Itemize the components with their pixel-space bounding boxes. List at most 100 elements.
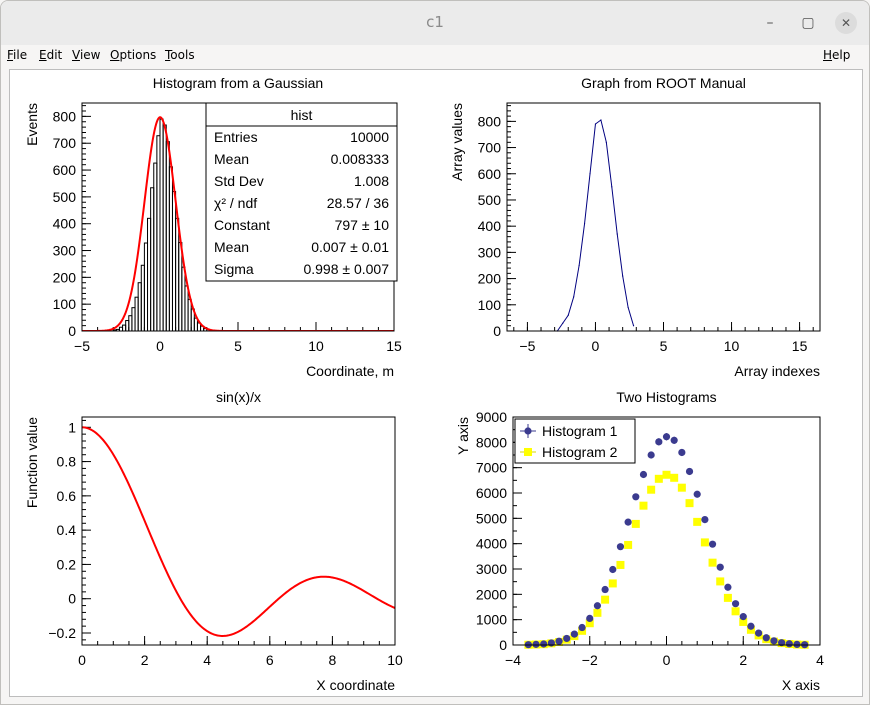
graph-point	[616, 233, 618, 235]
legend-label-1: Histogram 1	[542, 423, 618, 439]
y-tick-label: 600	[478, 166, 502, 182]
y-tick-label: 0.2	[57, 556, 77, 572]
histogram-2-marker	[731, 607, 740, 616]
stats-label: Std Dev	[214, 173, 264, 189]
x-tick-label: −4	[505, 652, 521, 668]
histogram-1-marker	[563, 634, 571, 643]
stats-name: hist	[291, 107, 313, 123]
y-axis-label: Array values	[449, 103, 465, 181]
y-tick-label: 8000	[476, 434, 507, 450]
x-axis-label: X coordinate	[316, 677, 395, 693]
histogram-1-marker	[785, 640, 793, 648]
graph-point	[562, 322, 564, 324]
histogram-2-marker	[685, 499, 694, 508]
histogram-1-marker	[708, 540, 717, 548]
x-tick-label: 10	[724, 338, 740, 354]
histogram-2-marker	[608, 579, 617, 588]
graph-point	[594, 123, 597, 125]
menu-help[interactable]: Help	[823, 48, 851, 62]
histogram-1-marker	[693, 490, 701, 498]
graph-point	[632, 325, 635, 327]
x-tick-label: 15	[386, 338, 402, 354]
x-tick-label: 2	[739, 652, 747, 668]
graph-point	[583, 222, 586, 225]
y-tick-label: 2000	[476, 586, 507, 602]
histogram-2-marker	[677, 483, 686, 492]
histogram-1-marker	[639, 470, 648, 479]
x-tick-label: −2	[582, 652, 598, 668]
y-tick-label: 4000	[476, 536, 507, 552]
y-tick-label: 0.8	[57, 454, 77, 470]
chart-3: Two Histograms −4 −2 0 2 4 0 1000 2000 3000 4000 50…	[455, 389, 824, 693]
x-axis-label: Coordinate, m	[306, 363, 394, 379]
histogram-2-marker	[593, 608, 602, 617]
histogram-1-marker	[540, 640, 548, 648]
histogram-2-marker	[693, 517, 702, 526]
stats-box: hist Entries 10000 Mean 0.008333 Std Dev 1.008…	[205, 102, 398, 282]
stats-label: χ² / ndf	[214, 195, 257, 211]
legend-marker-1	[524, 427, 532, 435]
close-icon[interactable]: ✕	[835, 12, 857, 34]
maximize-icon[interactable]: ▢	[801, 15, 815, 31]
histogram-1-marker	[747, 622, 755, 630]
y-tick-label: 400	[478, 218, 502, 234]
graph-point	[600, 119, 602, 121]
histogram-2-marker	[662, 470, 671, 479]
x-tick-label: 8	[329, 652, 337, 668]
histogram-2-marker	[616, 560, 625, 569]
root-canvas[interactable]: Histogram from a Gaussian −5 0 5 10 15 0 100 200…	[9, 69, 863, 697]
histogram-1-marker	[532, 640, 540, 648]
x-tick-label: 0	[592, 338, 600, 354]
menu-bar: File Edit View Options Tools Help	[1, 45, 869, 67]
menu-tools[interactable]: Tools	[165, 48, 195, 62]
histogram-1-marker	[586, 614, 594, 623]
x-tick-label: 10	[308, 338, 324, 354]
y-tick-label: 3000	[476, 561, 507, 577]
menu-options[interactable]: Options	[110, 48, 157, 62]
x-tick-label: 2	[141, 652, 149, 668]
window-title: c1	[426, 13, 444, 31]
histogram-1-marker	[770, 637, 778, 645]
histogram-2-marker	[700, 538, 709, 547]
plots-svg: Histogram from a Gaussian−5 0 5 10 150100200…	[24, 75, 824, 693]
stats-value: 1.008	[354, 173, 389, 189]
legend-marker-2	[524, 448, 532, 456]
menu-file[interactable]: File	[7, 48, 28, 62]
x-tick-label: 4	[203, 652, 211, 668]
histogram-1-marker	[724, 583, 732, 591]
y-tick-label: 600	[53, 162, 77, 178]
y-tick-label: 0	[68, 591, 76, 607]
graph-point	[567, 314, 569, 316]
histogram-2-marker	[601, 595, 610, 604]
y-tick-label: 300	[53, 243, 77, 259]
x-tick-label: 0	[663, 652, 671, 668]
x-tick-label: 4	[816, 652, 824, 668]
legend: Histogram 1 Histogram 2	[514, 418, 636, 464]
y-axis-label: Y axis	[455, 417, 471, 455]
histogram-1-marker	[793, 640, 801, 648]
x-tick-label: −5	[519, 338, 535, 354]
histogram-1-marker	[632, 493, 640, 501]
stats-value: 0.998 ± 0.007	[303, 261, 389, 277]
stats-label: Sigma	[214, 261, 254, 277]
stats-label: Constant	[214, 217, 270, 233]
histogram-1-marker	[701, 516, 709, 524]
histogram-2-marker	[631, 519, 640, 528]
y-tick-label: 0	[68, 323, 76, 339]
chart-1: Graph from ROOT Manual −5 0 5 10 15 0 100 200 300…	[449, 75, 821, 379]
minimize-icon[interactable]: –	[766, 15, 774, 31]
chart-title: Two Histograms	[616, 389, 716, 405]
chart-title: Graph from ROOT Manual	[581, 75, 746, 91]
x-axis-label: Array indexes	[734, 363, 820, 379]
stats-label: Entries	[214, 129, 258, 145]
x-tick-label: 15	[792, 338, 808, 354]
histogram-2-marker	[639, 501, 648, 510]
histogram-1-marker	[755, 629, 763, 637]
legend-label-2: Histogram 2	[542, 444, 618, 460]
x-tick-label: 0	[156, 338, 164, 354]
graph-point	[605, 141, 607, 143]
menu-view[interactable]: View	[72, 48, 101, 62]
stats-label: Mean	[214, 151, 249, 167]
menu-edit[interactable]: Edit	[39, 48, 63, 62]
